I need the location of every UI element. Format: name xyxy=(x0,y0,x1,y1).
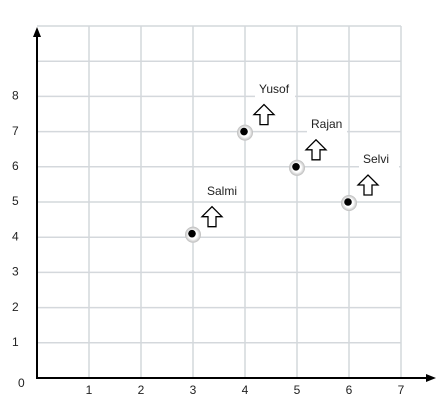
point xyxy=(292,163,300,171)
label-bg xyxy=(359,152,399,168)
arrow-icon xyxy=(356,174,380,196)
point-label: Rajan xyxy=(311,117,342,131)
x-axis-arrow xyxy=(426,374,436,382)
x-tick-label: 6 xyxy=(346,383,353,397)
y-tick-label: 1 xyxy=(12,335,19,349)
y-tick-label: 7 xyxy=(12,124,19,138)
y-tick-label: 8 xyxy=(12,89,19,103)
point-label: Yusof xyxy=(259,82,290,96)
arrow-icon xyxy=(200,205,224,228)
arrow-icon xyxy=(304,138,328,161)
x-tick-label: 3 xyxy=(190,383,197,397)
y-tick-label: 0 xyxy=(18,376,25,390)
label-bg xyxy=(203,183,243,200)
y-tick-label: 5 xyxy=(12,194,19,208)
marks: Salmi Yusof Rajan Selvi xyxy=(185,81,399,243)
y-tick-label: 2 xyxy=(12,300,19,314)
y-tick-label: 3 xyxy=(12,265,19,279)
x-tick-label: 5 xyxy=(294,383,301,397)
y-axis-arrow xyxy=(33,27,41,37)
y-tick-label: 4 xyxy=(12,229,19,243)
point-label: Selvi xyxy=(363,152,389,166)
x-tick-label: 4 xyxy=(242,383,249,397)
point-label: Salmi xyxy=(207,184,237,198)
x-tick-label: 7 xyxy=(398,383,405,397)
label-bg xyxy=(307,116,347,133)
y-tick-label: 6 xyxy=(12,159,19,173)
x-tick-label: 1 xyxy=(86,383,93,397)
label-bg xyxy=(255,81,295,98)
point xyxy=(240,127,248,136)
arrow-icon xyxy=(252,103,276,126)
point xyxy=(188,229,196,238)
x-tick-label: 2 xyxy=(138,383,145,397)
point xyxy=(344,198,352,206)
